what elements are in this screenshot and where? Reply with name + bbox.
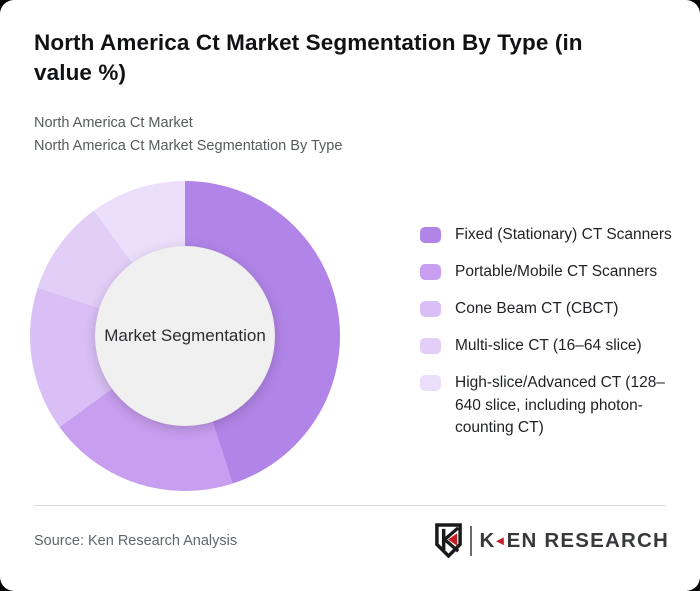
- legend-item: Portable/Mobile CT Scanners: [420, 261, 682, 284]
- ken-research-logo: K ◄ EN RESEARCH: [434, 523, 669, 558]
- legend-item: Fixed (Stationary) CT Scanners: [420, 224, 682, 247]
- legend-label: High-slice/Advanced CT (128–640 slice, i…: [455, 374, 665, 436]
- legend-item: High-slice/Advanced CT (128–640 slice, i…: [420, 372, 682, 440]
- page-title: North America Ct Market Segmentation By …: [34, 30, 583, 85]
- legend-swatch: [420, 375, 441, 391]
- donut-center-label: Market Segmentation: [104, 326, 266, 345]
- logo-wordmark-rest: EN RESEARCH: [506, 528, 669, 552]
- logo-red-triangle-icon: ◄: [493, 533, 508, 548]
- logo-wordmark-k: K: [479, 528, 496, 552]
- legend-label: Portable/Mobile CT Scanners: [455, 263, 658, 280]
- shield-k-icon: [434, 523, 463, 558]
- footer-divider: [34, 505, 666, 506]
- legend-item: Cone Beam CT (CBCT): [420, 298, 682, 321]
- legend-label: Fixed (Stationary) CT Scanners: [455, 226, 672, 243]
- legend-label: Cone Beam CT (CBCT): [455, 300, 619, 317]
- donut-hole: Market Segmentation: [95, 246, 275, 426]
- legend-swatch: [420, 227, 441, 243]
- legend-swatch: [420, 301, 441, 317]
- legend-item: Multi-slice CT (16–64 slice): [420, 335, 682, 358]
- legend: Fixed (Stationary) CT Scanners Portable/M…: [420, 224, 682, 440]
- legend-swatch: [420, 338, 441, 354]
- logo-wordmark: K ◄ EN RESEARCH: [479, 529, 669, 553]
- logo-divider: [470, 525, 473, 556]
- legend-label: Multi-slice CT (16–64 slice): [455, 337, 642, 354]
- subtitle-block: North America Ct Market North America Ct…: [34, 112, 342, 157]
- subtitle-line-1: North America Ct Market: [34, 115, 193, 131]
- donut-chart: Market Segmentation: [30, 181, 340, 491]
- subtitle-line-2: North America Ct Market Segmentation By …: [34, 137, 343, 154]
- legend-swatch: [420, 264, 441, 280]
- source-text: Source: Ken Research Analysis: [34, 533, 238, 549]
